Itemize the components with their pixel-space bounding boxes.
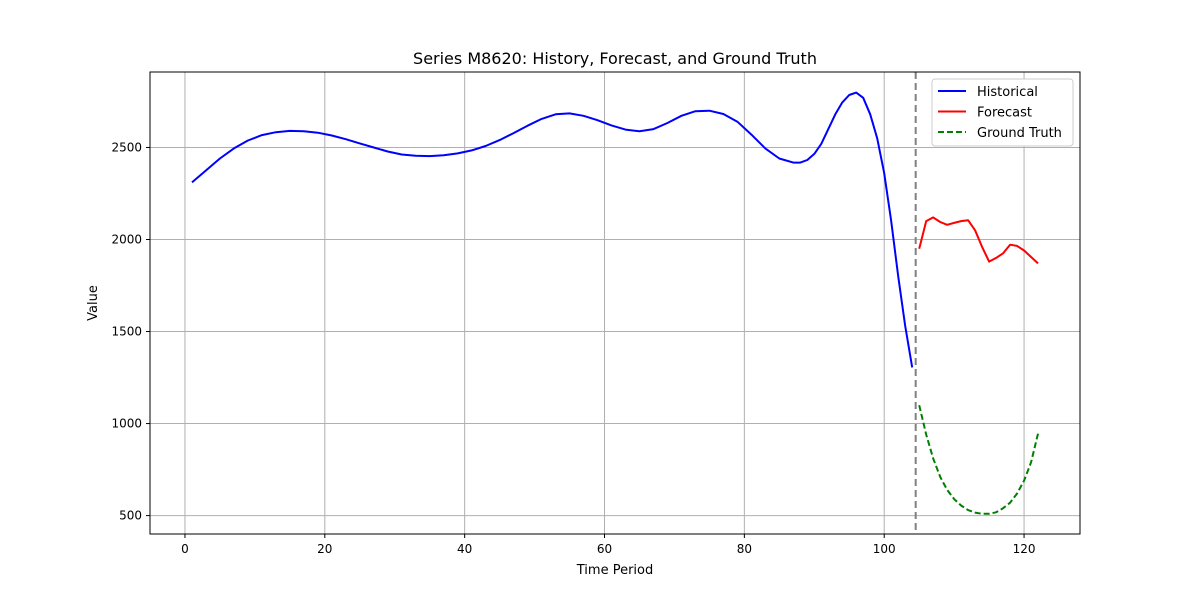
grid xyxy=(150,72,1080,534)
legend-label: Ground Truth xyxy=(977,126,1062,141)
ground-truth-line xyxy=(918,404,1039,515)
x-tick-label: 100 xyxy=(873,542,896,556)
x-tick-label: 0 xyxy=(181,542,189,556)
x-tick-label: 40 xyxy=(457,542,472,556)
x-tick-label: 120 xyxy=(1013,542,1036,556)
plot-frame xyxy=(149,71,1081,535)
y-tick-label: 2500 xyxy=(111,140,142,154)
legend: Historical Forecast Ground Truth xyxy=(931,78,1074,147)
x-axis-label: Time Period xyxy=(576,563,653,578)
series-lines xyxy=(191,91,1039,515)
y-tick-label: 2000 xyxy=(111,232,142,246)
historical-line xyxy=(191,91,914,368)
x-tick-label: 80 xyxy=(737,542,752,556)
y-axis-label: Value xyxy=(86,285,101,321)
axis-ticks: 0 20 40 60 80 100 120 500 1000 1500 2000 2500 xyxy=(111,140,1035,556)
legend-box xyxy=(931,78,1074,147)
y-tick-label: 1000 xyxy=(111,417,142,431)
y-tick-label: 500 xyxy=(119,509,142,523)
x-tick-label: 60 xyxy=(597,542,612,556)
legend-label: Historical xyxy=(977,85,1038,100)
y-tick-label: 1500 xyxy=(111,325,142,339)
legend-label: Forecast xyxy=(977,106,1032,121)
chart-title: Series M8620: History, Forecast, and Gro… xyxy=(413,49,817,68)
legend-items: Historical Forecast Ground Truth xyxy=(938,85,1062,141)
forecast-line xyxy=(918,216,1039,265)
x-tick-label: 20 xyxy=(317,542,332,556)
